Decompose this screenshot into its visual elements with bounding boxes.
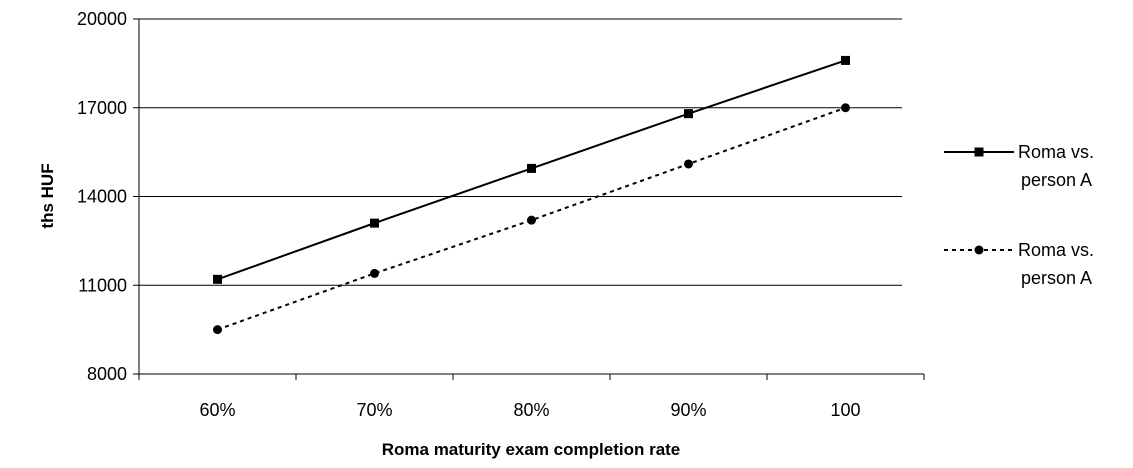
y-tick-label: 8000 xyxy=(87,364,127,384)
legend-item: Roma vs. person A xyxy=(944,240,1094,288)
data-point xyxy=(841,55,850,65)
data-point xyxy=(213,274,222,284)
x-tick-label: 60% xyxy=(199,400,235,420)
gridlines xyxy=(139,18,902,286)
x-tick-label: 90% xyxy=(670,400,706,420)
legend: Roma vs. person A Roma vs. person A xyxy=(944,142,1094,288)
x-tick-label: 70% xyxy=(356,400,392,420)
series-line xyxy=(217,106,846,331)
data-point xyxy=(841,103,850,113)
y-tick-label: 17000 xyxy=(77,98,127,118)
legend-label-line2: person A xyxy=(1021,268,1092,288)
x-tick-label: 80% xyxy=(513,400,549,420)
y-tick-label: 20000 xyxy=(77,9,127,29)
legend-marker xyxy=(974,147,984,157)
y-tick-label: 14000 xyxy=(77,187,127,207)
x-axis-ticks: 60% 70% 80% 90% 100 xyxy=(138,374,925,420)
data-point xyxy=(684,159,693,169)
y-axis-ticks: 8000 11000 14000 17000 20000 xyxy=(77,9,139,384)
series-2 xyxy=(213,103,850,335)
y-tick-label: 11000 xyxy=(78,275,127,295)
data-point xyxy=(370,268,379,278)
y-axis-title: ths HUF xyxy=(38,163,57,228)
legend-label: Roma vs. xyxy=(1018,142,1094,162)
legend-label-line2: person A xyxy=(1021,170,1092,190)
legend-item: Roma vs. person A xyxy=(944,142,1094,190)
data-point xyxy=(527,215,536,225)
data-point xyxy=(527,163,536,173)
series-1 xyxy=(213,55,850,284)
legend-label: Roma vs. xyxy=(1018,240,1094,260)
series-layer xyxy=(213,55,850,335)
data-point xyxy=(370,218,379,228)
x-axis-title: Roma maturity exam completion rate xyxy=(382,440,681,459)
legend-marker xyxy=(974,245,984,255)
data-point xyxy=(213,325,222,335)
x-tick-label: 100 xyxy=(830,400,860,420)
data-point xyxy=(684,109,693,119)
